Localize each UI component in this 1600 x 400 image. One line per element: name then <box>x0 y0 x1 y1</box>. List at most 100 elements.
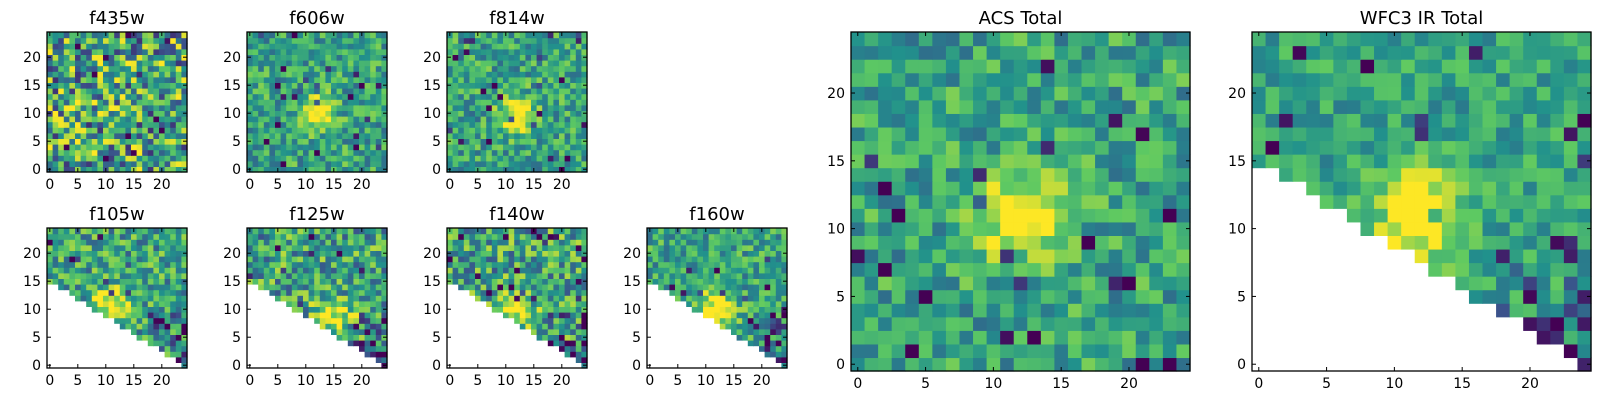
heatmap-cell <box>753 334 760 341</box>
heatmap-cell <box>714 261 721 268</box>
heatmap-cell <box>58 37 65 44</box>
heatmap-cell <box>175 317 182 324</box>
heatmap-cell <box>153 272 160 279</box>
heatmap-cell <box>63 99 70 106</box>
heatmap-cell <box>359 71 366 78</box>
heatmap-cell <box>581 261 588 268</box>
heatmap-cell <box>536 65 543 72</box>
heatmap-cell <box>153 300 160 307</box>
heatmap-cell <box>447 37 454 44</box>
heatmap-cell <box>375 54 382 61</box>
heatmap-cell <box>52 144 59 151</box>
heatmap-cell <box>175 121 182 128</box>
heatmap-cell <box>469 284 476 291</box>
x-tick-label: 5 <box>473 177 482 193</box>
heatmap-cell <box>131 93 138 100</box>
heatmap-cell <box>1292 59 1307 74</box>
heatmap-cell <box>336 37 343 44</box>
heatmap-cell <box>181 116 188 123</box>
heatmap-cell <box>75 116 82 123</box>
heatmap-cell <box>1176 45 1191 60</box>
heatmap-cell <box>697 239 704 246</box>
heatmap-cell <box>325 312 332 319</box>
heatmap-cell <box>280 256 287 263</box>
heatmap-cell <box>547 317 554 324</box>
heatmap-cell <box>514 93 521 100</box>
heatmap-cell <box>275 295 282 302</box>
heatmap-cell <box>1482 221 1497 236</box>
heatmap-cell <box>775 228 782 235</box>
heatmap-cell <box>570 37 577 44</box>
y-tick-label: 10 <box>223 106 241 122</box>
heatmap-cell <box>103 244 110 251</box>
heatmap-cell <box>553 278 560 285</box>
heatmap-cell <box>1095 99 1110 114</box>
heatmap-cell <box>375 300 382 307</box>
heatmap-cell <box>297 160 304 167</box>
heatmap-cell <box>508 300 515 307</box>
x-tick-label: 5 <box>73 177 82 193</box>
heatmap-cell <box>342 323 349 330</box>
heatmap-cell <box>542 289 549 296</box>
heatmap-cell <box>269 65 276 72</box>
heatmap-cell <box>47 121 54 128</box>
heatmap-cell <box>945 289 961 304</box>
heatmap-cell <box>519 149 526 156</box>
heatmap-cell <box>170 82 177 89</box>
heatmap-cell <box>525 144 532 151</box>
heatmap-cell <box>353 43 360 50</box>
heatmap-cell <box>52 261 59 268</box>
heatmap-cell <box>308 37 315 44</box>
heatmap-cell <box>381 88 388 95</box>
heatmap-cell <box>764 345 771 352</box>
heatmap-cell <box>136 278 143 285</box>
heatmap-cell <box>1149 303 1164 318</box>
heatmap-cell <box>1040 248 1055 264</box>
heatmap-cell <box>503 278 510 285</box>
heatmap-cell <box>536 43 543 50</box>
heatmap-cell <box>1054 221 1069 236</box>
heatmap-cell <box>1252 126 1267 142</box>
heatmap-cell <box>878 86 893 101</box>
heatmap-cell <box>80 71 87 78</box>
heatmap-cell <box>159 295 166 302</box>
heatmap-cell <box>136 328 143 335</box>
heatmap-cell <box>353 88 360 95</box>
heatmap-cell <box>308 306 315 313</box>
heatmap-cell <box>675 278 682 285</box>
heatmap-cell <box>452 60 459 67</box>
heatmap-cell <box>1040 276 1055 291</box>
heatmap-cell <box>932 208 947 223</box>
heatmap-cell <box>932 86 947 101</box>
heatmap-cell <box>878 181 893 196</box>
heatmap-cell <box>170 65 177 72</box>
heatmap-cell <box>347 272 354 279</box>
heatmap-cell <box>1496 140 1511 155</box>
heatmap-cell <box>1468 221 1484 236</box>
heatmap-cell <box>559 317 566 324</box>
heatmap-cell <box>181 121 188 128</box>
heatmap-cell <box>1319 126 1334 142</box>
heatmap-cell <box>753 323 760 330</box>
heatmap-cell <box>47 37 54 44</box>
heatmap-cell <box>1149 113 1164 128</box>
heatmap-cell <box>336 48 343 55</box>
heatmap-cell <box>153 116 160 123</box>
heatmap-cell <box>564 345 571 352</box>
heatmap-cell <box>1441 181 1456 196</box>
heatmap-cell <box>119 323 126 330</box>
heatmap-cell <box>159 149 166 156</box>
heatmap-cell <box>1401 208 1416 223</box>
heatmap-cell <box>347 278 354 285</box>
heatmap-cell <box>353 233 360 240</box>
heatmap-cell <box>669 289 676 296</box>
heatmap-cell <box>669 261 676 268</box>
heatmap-cell <box>1374 140 1389 155</box>
heatmap-cell <box>1027 154 1042 169</box>
heatmap-cell <box>469 37 476 44</box>
heatmap-cell <box>851 235 866 250</box>
heatmap-cell <box>275 160 282 167</box>
heatmap-cell <box>319 228 326 235</box>
heatmap-cell <box>1441 167 1456 182</box>
